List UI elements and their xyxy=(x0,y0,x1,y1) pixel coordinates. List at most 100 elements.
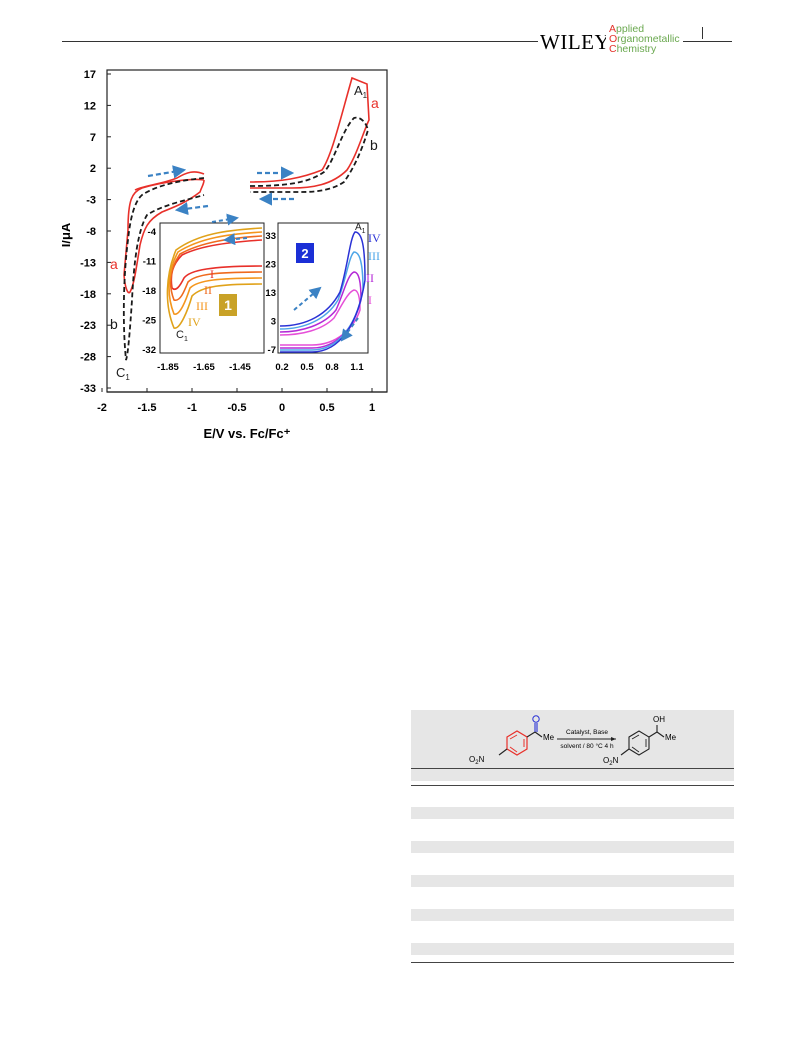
series-b-curve-cathodic xyxy=(122,177,205,361)
main-y-tick-label: -13 xyxy=(80,257,96,269)
inset-2-badge-label: 2 xyxy=(301,246,308,261)
inset-1-arrow-forward xyxy=(211,213,239,226)
main-y-tick-label: -18 xyxy=(80,289,96,301)
main-x-tick-label: 1 xyxy=(369,402,375,414)
main-x-tick-label: -0.5 xyxy=(228,402,247,414)
inset-2-y-tick-label: -7 xyxy=(268,345,276,356)
journal-logo: Applied Organometallic Chemistry xyxy=(606,24,683,54)
inset-1-label-IV: IV xyxy=(188,315,201,329)
product-methyl: Me xyxy=(665,733,677,742)
inset-2-arrow-reverse xyxy=(340,317,359,342)
main-y-tick-label: 12 xyxy=(84,100,96,112)
product-nitro: O2N xyxy=(603,756,619,767)
inset-1-peak-label: C1 xyxy=(176,329,188,343)
table-rule xyxy=(411,768,734,769)
inset-2-arrow-forward xyxy=(293,286,322,311)
table-row xyxy=(411,943,734,955)
inset-1-badge-label: 1 xyxy=(224,297,232,313)
main-x-tick-label: -1.5 xyxy=(138,402,157,414)
series-a-curve-anodic xyxy=(249,76,370,189)
inset-2-badge xyxy=(296,243,314,263)
inset-2-y-tick-label: 3 xyxy=(271,317,276,328)
main-series-label-b-left: b xyxy=(110,316,118,332)
inset-1-x-axis-ticks: -1.85 -1.65 -1.45 xyxy=(157,362,251,373)
inset-1-curve-I xyxy=(170,239,263,291)
table-row xyxy=(411,841,734,853)
main-peak-label-anodic: A1 xyxy=(354,83,368,100)
inset-1-x-tick-label: -1.65 xyxy=(193,362,215,373)
journal-line-1: Applied xyxy=(609,23,645,35)
reaction-arrow-head xyxy=(611,737,616,741)
main-y-tick-label: 17 xyxy=(84,69,96,81)
reaction-reagents: Catalyst, Base xyxy=(566,729,608,736)
inset-1-y-axis-ticks: -4 -11 -18 -25 -32 xyxy=(142,227,156,356)
inset-2-frame xyxy=(277,222,369,354)
reactant-structure xyxy=(498,715,543,756)
header-rule xyxy=(62,41,732,42)
reaction-scheme: Me O2N Catalyst, Base solvent / 80 °C 4 … xyxy=(469,715,677,767)
main-x-tick-label: 0.5 xyxy=(319,402,334,414)
main-y-tick-label: -8 xyxy=(86,226,96,238)
series-a-curve-cathodic xyxy=(123,178,205,294)
inset-1-y-tick-label: -4 xyxy=(148,227,157,238)
inset-1-arrow-reverse xyxy=(223,233,248,246)
inset-1-curve-III xyxy=(168,231,263,315)
inset-2-label-I: I xyxy=(368,293,372,307)
page-number-divider xyxy=(702,27,703,39)
main-x-tick-label: 0 xyxy=(279,402,285,414)
main-y-tick-label: 7 xyxy=(90,132,96,144)
inset-1-y-tick-label: -25 xyxy=(142,316,156,327)
table-rule xyxy=(411,785,734,786)
inset-2-y-tick-label: 33 xyxy=(265,231,276,242)
reaction-conditions: solvent / 80 °C 4 h xyxy=(560,742,614,750)
series-b-curve-anodic xyxy=(249,116,369,193)
main-y-tick-label: -23 xyxy=(80,320,96,332)
main-series-label-a-left: a xyxy=(110,256,118,272)
publisher-logo: WILEY xyxy=(538,30,613,55)
inset-2-x-tick-label: 0.8 xyxy=(325,362,338,373)
main-series-label-a-right: a xyxy=(371,95,379,111)
product-structure xyxy=(620,725,665,756)
inset-1-label-II: II xyxy=(204,283,212,297)
arrow-reverse-left xyxy=(174,202,209,216)
table-row xyxy=(411,875,734,887)
table-header-row xyxy=(411,769,734,781)
main-x-axis-label: E/V vs. Fc/Fc⁺ xyxy=(203,426,290,441)
inset-2-x-axis-ticks: 0.2 0.5 0.8 1.1 xyxy=(275,362,364,373)
arrow-forward-left xyxy=(147,165,187,179)
inset-2-peak-label: A1 xyxy=(355,222,366,235)
reactant-methyl: Me xyxy=(543,733,555,742)
main-y-tick-label: -33 xyxy=(80,383,96,395)
inset-1-label-III: III xyxy=(196,299,208,313)
table-rule xyxy=(411,962,734,963)
inset-2-y-tick-label: 23 xyxy=(265,260,276,271)
main-y-axis-label: I/μA xyxy=(62,222,73,247)
inset-panel-1: -4-11-18-25-32 -1.85 -1.65 -1.45 I II III … xyxy=(142,213,265,373)
inset-panel-2: 33 23 13 3 -7 0.2 0.5 0.8 1.1 A1 IV III II I 2 xyxy=(265,222,381,373)
main-y-tick-label: 2 xyxy=(90,163,96,175)
inset-1-y-tick-label: -32 xyxy=(142,345,156,356)
journal-line-3: Chemistry xyxy=(609,43,657,55)
main-peak-label-cathodic: C1 xyxy=(116,365,130,382)
inset-2-y-tick-label: 13 xyxy=(265,288,276,299)
inset-2-label-IV: IV xyxy=(368,231,381,245)
main-y-tick-label: -28 xyxy=(80,352,96,364)
main-y-tick-label: -3 xyxy=(86,195,96,207)
inset-1-badge xyxy=(219,294,237,316)
reaction-scheme-box: Me O2N Catalyst, Base solvent / 80 °C 4 … xyxy=(411,710,734,768)
journal-line-2: Organometallic xyxy=(609,33,680,45)
reaction-table: Me O2N Catalyst, Base solvent / 80 °C 4 … xyxy=(411,710,734,964)
inset-1-y-tick-label: -18 xyxy=(142,286,156,297)
main-x-axis-ticks: -2 -1.5 -1 -0.5 0 0.5 1 xyxy=(97,388,375,414)
inset-1-curve-IV xyxy=(166,227,263,329)
inset-2-x-tick-label: 0.2 xyxy=(275,362,288,373)
series-a-curve-cathodic-top xyxy=(134,171,205,191)
main-series-label-b-right: b xyxy=(370,137,378,153)
inset-1-label-I: I xyxy=(210,267,214,281)
main-y-axis-ticks: 17 12 7 2 -3 -8 -13 -18 -23 -28 -33 xyxy=(80,69,111,395)
inset-2-label-II: II xyxy=(366,271,374,285)
inset-1-curve-II xyxy=(169,235,263,302)
inset-2-label-III: III xyxy=(368,249,380,263)
table-row xyxy=(411,807,734,819)
